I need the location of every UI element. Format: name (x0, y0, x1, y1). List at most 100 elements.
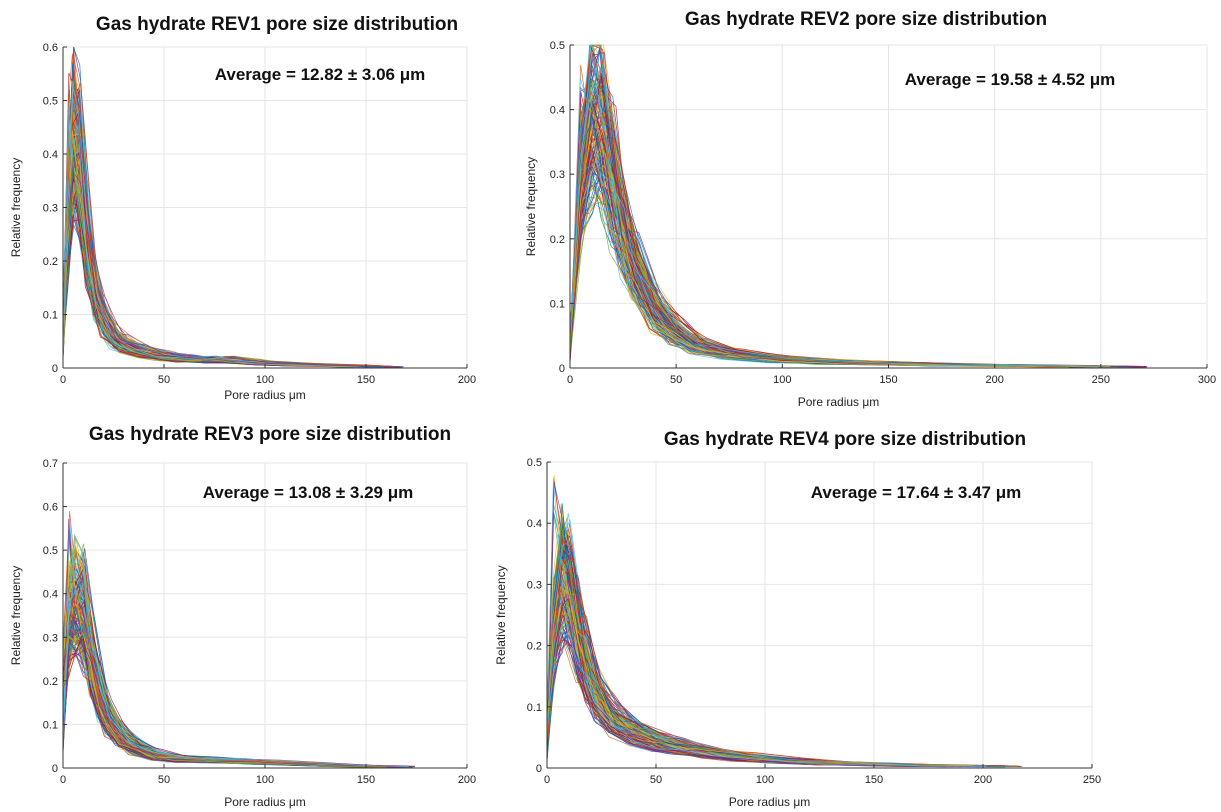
series-line (546, 605, 972, 767)
series-line (569, 164, 1078, 368)
series-line (546, 557, 978, 767)
series-line (546, 604, 963, 767)
series-line (546, 636, 960, 767)
series-line (569, 99, 1056, 368)
series-line (569, 44, 1090, 367)
series-line (546, 598, 1019, 767)
series-line (546, 581, 1015, 767)
series-line (546, 600, 962, 768)
series-line (62, 584, 367, 768)
series-line (546, 575, 947, 767)
y-tick-label: 0 (52, 763, 58, 775)
series-line (546, 603, 1022, 767)
series-line (569, 159, 1122, 368)
series-line (546, 544, 958, 767)
series-line (569, 129, 1099, 368)
y-tick-label: 0.2 (43, 676, 58, 688)
series-line (569, 123, 1084, 368)
series-line (569, 101, 1058, 368)
series-line (569, 171, 1128, 368)
series-line (569, 65, 1131, 367)
series-line (62, 75, 401, 368)
series-line (546, 582, 1005, 767)
series-line (569, 103, 1063, 367)
series-line (62, 602, 383, 768)
y-tick-label: 0 (559, 363, 565, 375)
series-line (569, 137, 1127, 367)
series-line (62, 86, 362, 368)
series-line (62, 585, 372, 768)
series-line (62, 597, 386, 768)
series-line (569, 104, 1074, 368)
series-line (546, 584, 951, 767)
chart-panel-rev4: 0 50 100 150 200 250 0 0.1 0.2 0.3 0.4 0.5 Gas hydra… (494, 429, 1101, 809)
series-line (62, 83, 399, 367)
series-line (569, 113, 1074, 368)
y-tick-label: 0.3 (550, 169, 565, 181)
series-line (546, 567, 963, 767)
series-line (569, 50, 1079, 367)
series-line (569, 84, 1099, 367)
series-line (546, 563, 987, 767)
series-line (62, 601, 383, 768)
series-line (546, 598, 1016, 767)
y-tick-label: 0.2 (43, 256, 58, 268)
series-line (546, 585, 1019, 768)
series-line (62, 620, 377, 768)
series-line (569, 127, 1058, 368)
x-tick-label: 150 (357, 374, 375, 386)
series-line (546, 617, 1003, 768)
series-line (569, 125, 1075, 368)
series-line (546, 597, 988, 768)
x-tick-label: 0 (60, 374, 66, 386)
series-line (569, 162, 1090, 368)
y-tick-label: 0.3 (527, 579, 542, 591)
series-line (546, 597, 957, 767)
series-line (62, 633, 384, 768)
x-axis-label: Pore radius μm (729, 795, 811, 809)
series-line (62, 609, 375, 768)
series-line (546, 578, 990, 767)
y-tick-label: 0.5 (527, 457, 542, 469)
series-line (546, 580, 946, 767)
series-line (569, 52, 1111, 368)
series-line (62, 629, 387, 768)
series-line (62, 124, 358, 368)
series-line (546, 588, 990, 767)
series-line (546, 634, 976, 767)
series-line (546, 590, 1000, 767)
chart-title: Gas hydrate REV2 pore size distribution (685, 9, 1047, 30)
y-tick-label: 0.3 (43, 632, 58, 644)
x-tick-label: 100 (756, 774, 774, 786)
series-line (569, 132, 1116, 368)
series-line (62, 605, 408, 768)
series-line (62, 599, 388, 768)
series-line (62, 637, 402, 768)
series-line (569, 164, 1121, 368)
y-tick-label: 0.5 (43, 545, 58, 557)
series-line (569, 128, 1139, 368)
series-line (569, 44, 1058, 367)
series-line (546, 625, 1022, 768)
x-tick-label: 300 (1198, 374, 1216, 386)
series-line (546, 547, 950, 767)
series-line (546, 598, 1023, 767)
series-line (546, 597, 952, 767)
series-line (546, 583, 1016, 767)
y-tick-label: 0.5 (43, 96, 58, 108)
series-line (569, 83, 1060, 368)
y-tick-label: 0.2 (550, 234, 565, 246)
chart-panel-rev2: 0 50 100 150 200 250 300 0 0.1 0.2 0.3 0.4 0.5 Gas hy… (524, 9, 1216, 409)
series-line (62, 631, 391, 768)
series-line (62, 587, 366, 767)
series-line (546, 605, 1017, 767)
x-tick-label: 0 (544, 774, 550, 786)
series-line (546, 603, 994, 767)
series-line (546, 605, 1012, 768)
y-tick-label: 0.4 (43, 589, 58, 601)
series-line (546, 555, 968, 767)
series-line (569, 101, 1065, 367)
series-line (546, 615, 989, 767)
series-line (62, 615, 401, 768)
series-line (546, 555, 978, 767)
